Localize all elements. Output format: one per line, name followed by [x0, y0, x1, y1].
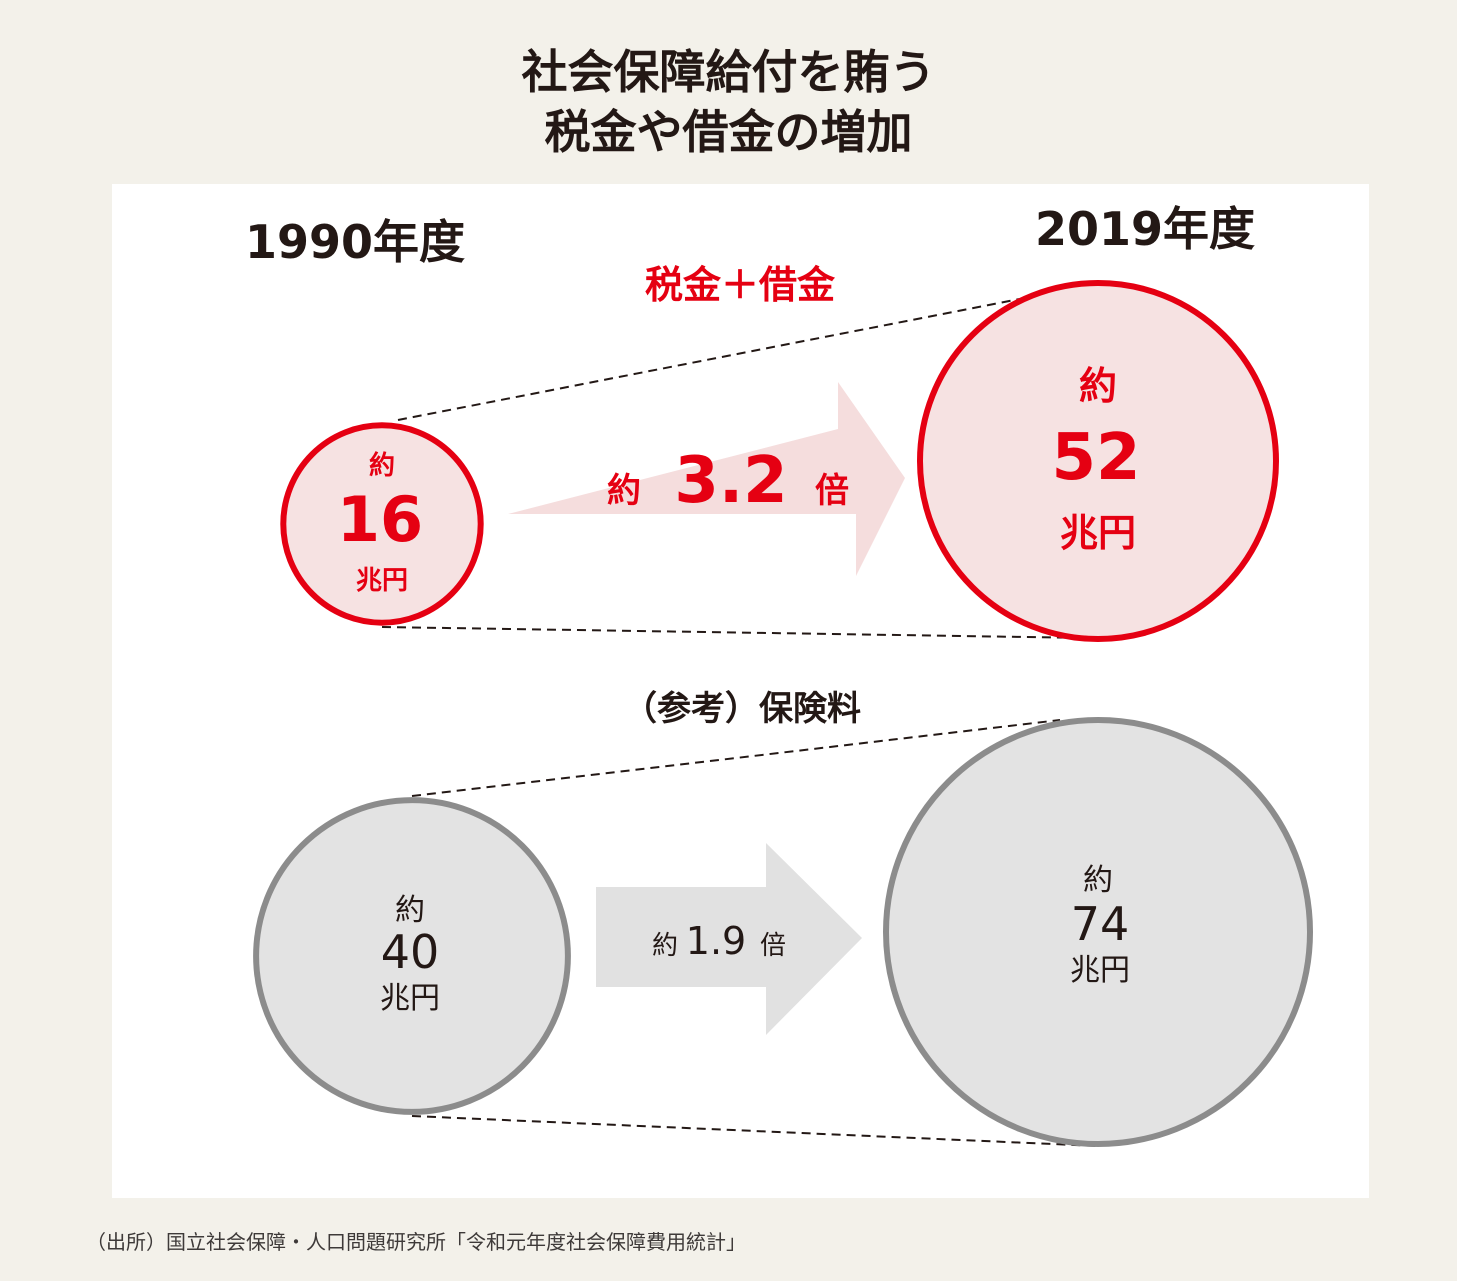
- dashed-connector-bottom-2: [411, 1115, 1099, 1147]
- chart-title-line1: 社会保障給付を賄う: [521, 45, 936, 99]
- bubble-circle-1990-insurance: [253, 797, 571, 1115]
- ratio-prefix-insurance: 約: [652, 931, 678, 961]
- dashed-connector-top-2: [411, 719, 1061, 797]
- year-label-end: 2019年度: [1035, 202, 1255, 256]
- bubble-unit-2019-insurance: 兆円: [1070, 953, 1130, 988]
- bubble-value-2019-tax-debt: 52: [1051, 421, 1140, 495]
- bubble-circle-1990-tax-debt: [280, 422, 484, 626]
- ratio-suffix-insurance: 倍: [760, 931, 786, 961]
- ratio-prefix-tax-debt: 約: [607, 471, 641, 511]
- bubble-1990-insurance: 約 40 兆円: [253, 797, 571, 1115]
- ratio-suffix-tax-debt: 倍: [815, 471, 849, 511]
- dashed-connector-top-1: [397, 296, 1031, 421]
- bubble-unit-2019-tax-debt: 兆円: [1060, 511, 1136, 555]
- ratio-label-insurance: 約 1.9 倍: [652, 919, 786, 963]
- bubble-prefix-1990-insurance: 約: [395, 893, 425, 928]
- bubble-unit-1990-insurance: 兆円: [380, 981, 440, 1016]
- bubble-prefix-2019-tax-debt: 約: [1079, 364, 1117, 408]
- bubble-2019-tax-debt: 約 52 兆円: [917, 280, 1279, 642]
- growth-arrow-insurance: [596, 843, 862, 1035]
- bubble-circle-2019-insurance: [883, 717, 1313, 1147]
- bubble-unit-1990-tax-debt: 兆円: [356, 566, 408, 596]
- ratio-value-tax-debt: 3.2: [674, 444, 787, 518]
- bubble-value-1990-insurance: 40: [381, 925, 440, 979]
- bubble-1990-tax-debt: 約 16 兆円: [280, 422, 484, 626]
- dashed-connector-bottom-1: [381, 626, 1091, 639]
- growth-arrow-tax-debt: [508, 382, 905, 576]
- bubble-prefix-1990-tax-debt: 約: [369, 450, 395, 481]
- ratio-value-insurance: 1.9: [686, 919, 746, 963]
- source-note: （出所）国立社会保障・人口問題研究所「令和元年度社会保障費用統計」: [86, 1230, 746, 1254]
- series-title-tax-debt: 税金＋借金: [645, 263, 836, 307]
- ratio-label-tax-debt: 約 3.2 倍: [607, 444, 849, 518]
- bubble-prefix-2019-insurance: 約: [1083, 863, 1113, 898]
- bubble-2019-insurance: 約 74 兆円: [883, 717, 1313, 1147]
- series-title-insurance: （参考）保険料: [623, 689, 861, 729]
- bubble-circle-2019-tax-debt: [917, 280, 1279, 642]
- bubble-value-2019-insurance: 74: [1071, 897, 1130, 951]
- bubble-value-1990-tax-debt: 16: [337, 483, 423, 556]
- chart-title: 社会保障給付を賄う 税金や借金の増加: [0, 42, 1457, 162]
- year-label-start: 1990年度: [245, 215, 465, 269]
- chart-title-line2: 税金や借金の増加: [544, 105, 913, 159]
